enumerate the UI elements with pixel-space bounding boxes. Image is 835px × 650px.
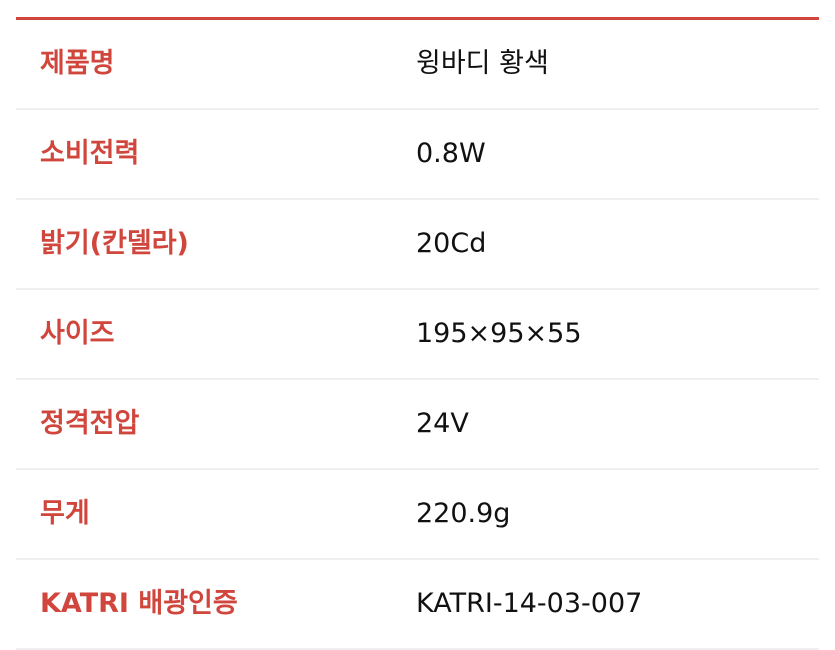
spec-label: 소비전력 xyxy=(40,138,140,169)
spec-value: 220.9g xyxy=(416,498,511,529)
spec-value: 20Cd xyxy=(416,228,487,259)
spec-label: 제품명 xyxy=(40,48,115,79)
spec-value: 24V xyxy=(416,408,469,439)
spec-label: 정격전압 xyxy=(40,408,140,439)
table-row: 정격전압 24V xyxy=(16,380,819,470)
table-row: 밝기(칸델라) 20Cd xyxy=(16,200,819,290)
table-row: 사이즈 195×95×55 xyxy=(16,290,819,380)
spec-label: 밝기(칸델라) xyxy=(40,228,189,259)
table-row: 제품명 윙바디 황색 xyxy=(16,20,819,110)
spec-label: 무게 xyxy=(40,498,90,529)
table-row: 소비전력 0.8W xyxy=(16,110,819,200)
spec-value: 윙바디 황색 xyxy=(416,48,549,79)
table-row: KATRI 배광인증 KATRI-14-03-007 xyxy=(16,560,819,650)
table-row: 무게 220.9g xyxy=(16,470,819,560)
table-top-border xyxy=(16,17,819,20)
spec-label: 사이즈 xyxy=(40,318,115,349)
spec-label: KATRI 배광인증 xyxy=(40,588,238,619)
spec-table: 제품명 윙바디 황색 소비전력 0.8W 밝기(칸델라) 20Cd 사이즈 195×95… xyxy=(16,20,819,650)
spec-value: 0.8W xyxy=(416,138,486,169)
spec-value: 195×95×55 xyxy=(416,318,582,349)
spec-value: KATRI-14-03-007 xyxy=(416,588,643,619)
